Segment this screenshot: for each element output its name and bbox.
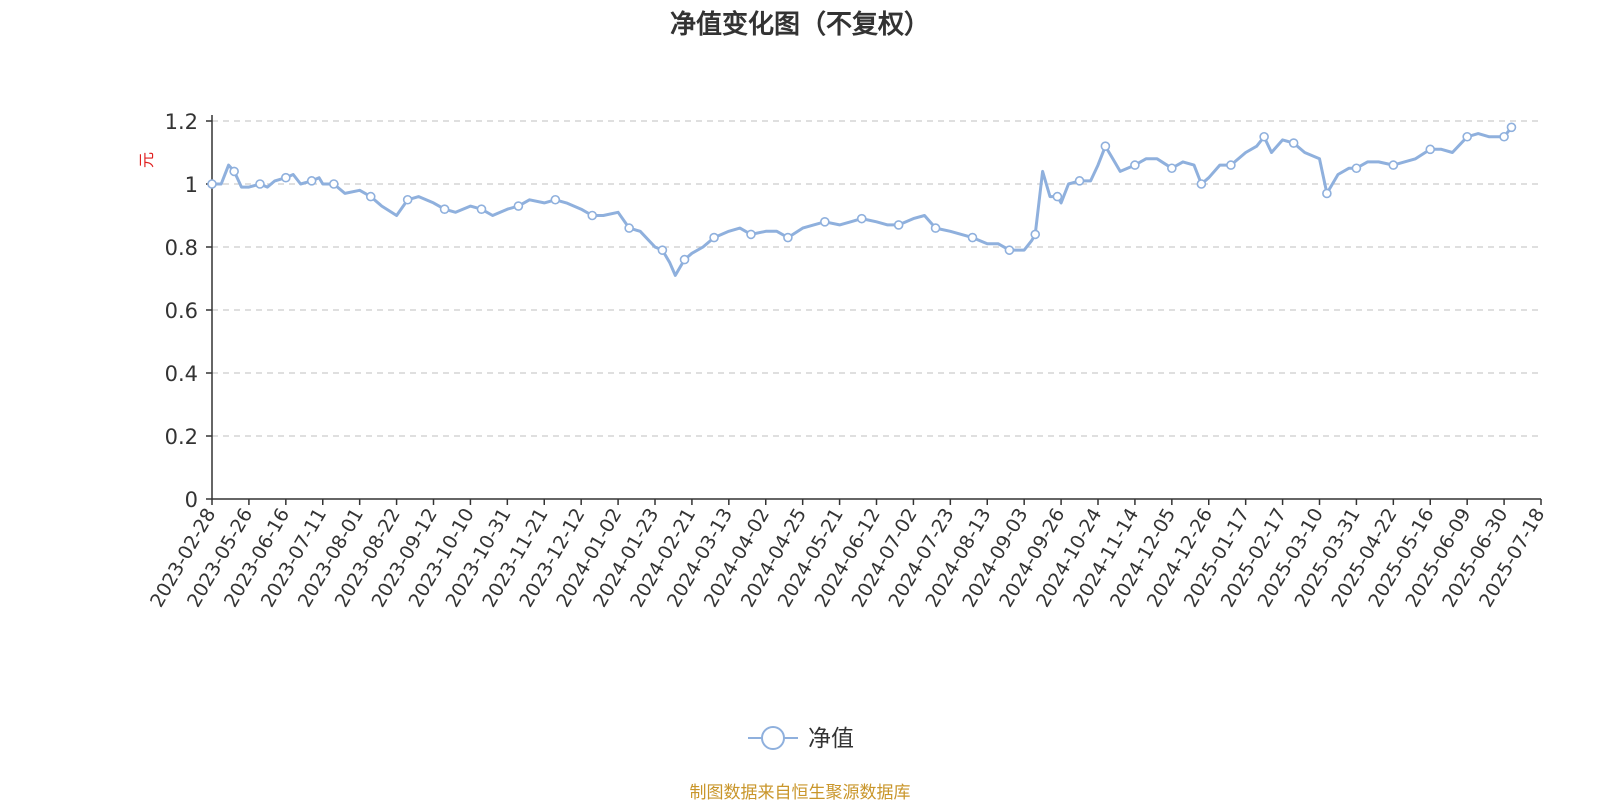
data-point[interactable] [1288,138,1299,148]
data-point[interactable] [1004,245,1015,255]
data-point[interactable] [439,204,450,214]
legend-marker-icon [761,726,785,750]
data-point[interactable] [281,172,291,183]
y-tick-label: 0.6 [165,299,198,323]
data-point[interactable] [1030,229,1041,240]
y-tick-label: 1 [185,173,198,197]
grid-lines [212,120,1541,437]
data-point[interactable] [306,176,317,186]
legend-label: 净值 [808,726,854,752]
data-point[interactable] [1100,141,1111,151]
data-point[interactable] [402,194,413,205]
data-point[interactable] [1196,179,1207,189]
data-point[interactable] [893,220,904,230]
chart-title: 净值变化图（不复权） [669,10,930,40]
data-point[interactable] [1506,122,1517,133]
y-tick-label: 0.2 [165,425,198,449]
x-axis: 2023-02-282023-05-262023-06-162023-07-11… [146,498,1549,611]
data-point[interactable] [229,166,239,177]
y-axis-unit-label: 元 [137,152,156,168]
data-point[interactable] [1351,163,1362,174]
data-point[interactable] [1167,163,1177,174]
y-axis: 0 0.2 0.4 0.6 0.8 1 1.2 [165,110,213,512]
series-layer [207,122,1517,277]
data-point[interactable] [587,210,598,221]
y-tick-label: 0.8 [165,236,198,260]
y-tick-label: 0.4 [165,362,198,386]
data-point[interactable] [207,179,217,189]
data-point[interactable] [1388,160,1399,170]
data-point[interactable] [329,179,339,189]
data-point[interactable] [1226,160,1236,170]
data-point[interactable] [657,245,668,255]
data-point[interactable] [1074,176,1085,186]
data-point[interactable] [1462,131,1472,142]
data-point[interactable] [1052,191,1063,202]
y-tick-label: 0 [185,488,198,512]
data-point[interactable] [1499,131,1509,142]
legend[interactable]: 净值 [748,726,854,752]
data-point[interactable] [1322,188,1332,199]
data-point[interactable] [1130,160,1140,170]
data-point[interactable] [820,217,830,227]
series-line [212,126,1513,277]
data-point[interactable] [967,232,978,243]
data-point[interactable] [746,229,756,240]
data-point[interactable] [513,201,524,211]
data-point[interactable] [679,254,690,265]
data-point[interactable] [550,194,561,205]
data-point[interactable] [365,191,376,202]
y-tick-label: 1.2 [165,110,198,134]
data-point[interactable] [1425,144,1436,155]
data-point[interactable] [709,232,719,243]
data-point[interactable] [1259,131,1269,142]
data-point[interactable] [476,204,487,214]
data-source-note: 制图数据来自恒生聚源数据库 [689,783,911,803]
data-point[interactable] [856,213,867,224]
data-point[interactable] [255,179,265,189]
data-point[interactable] [624,223,634,233]
data-point[interactable] [783,232,793,243]
data-point[interactable] [930,223,941,233]
